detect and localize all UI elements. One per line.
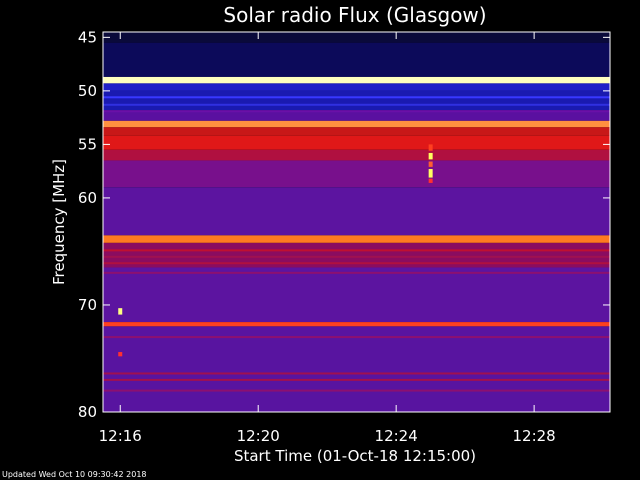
interference-line-1 bbox=[103, 103, 610, 106]
burst-4 bbox=[428, 161, 433, 167]
frequency-band-6 bbox=[103, 120, 610, 128]
interference-line-3 bbox=[103, 249, 610, 252]
x-axis: 12:16 12:20 12:24 12:28 bbox=[99, 32, 556, 445]
frequency-band-12 bbox=[103, 235, 610, 243]
interference-line-2 bbox=[103, 110, 610, 113]
frequency-band-14 bbox=[103, 267, 610, 323]
frequency-band-7 bbox=[103, 127, 610, 136]
x-tick-label: 12:28 bbox=[513, 427, 556, 445]
frequency-band-5 bbox=[103, 110, 610, 121]
frequency-band-16 bbox=[103, 326, 610, 412]
updated-timestamp: Updated Wed Oct 10 09:30:42 2018 bbox=[2, 470, 147, 479]
frequency-band-3 bbox=[103, 83, 610, 91]
burst-2 bbox=[428, 144, 433, 151]
frequency-band-15 bbox=[103, 322, 610, 327]
frequency-band-1 bbox=[103, 42, 610, 77]
burst-5 bbox=[428, 169, 433, 178]
chart-title: Solar radio Flux (Glasgow) bbox=[223, 3, 486, 27]
y-tick-label: 50 bbox=[78, 82, 97, 100]
frequency-band-9 bbox=[103, 149, 610, 161]
interference-line-10 bbox=[103, 389, 610, 392]
frequency-band-2 bbox=[103, 76, 610, 84]
interference-line-5 bbox=[103, 262, 610, 265]
interference-line-8 bbox=[103, 372, 610, 375]
interference-line-0 bbox=[103, 96, 610, 99]
y-axis: 45 50 55 60 70 80 bbox=[78, 28, 610, 421]
interference-line-6 bbox=[103, 271, 610, 274]
burst-6 bbox=[428, 178, 433, 183]
frequency-band-11 bbox=[103, 187, 610, 236]
frequency-band-4 bbox=[103, 90, 610, 111]
y-axis-title: Frequency [MHz] bbox=[50, 159, 68, 285]
y-tick-label: 60 bbox=[78, 189, 97, 207]
x-tick-label: 12:20 bbox=[237, 427, 280, 445]
y-tick-label: 55 bbox=[78, 135, 97, 153]
y-tick-label: 70 bbox=[78, 296, 97, 314]
y-tick-label: 45 bbox=[78, 28, 97, 46]
interference-line-4 bbox=[103, 255, 610, 258]
burst-3 bbox=[428, 152, 433, 160]
plot-frame bbox=[102, 31, 611, 413]
frequency-band-8 bbox=[103, 135, 610, 150]
burst-0 bbox=[118, 308, 123, 315]
x-tick-label: 12:24 bbox=[375, 427, 418, 445]
frequency-band-10 bbox=[103, 160, 610, 188]
x-axis-title: Start Time (01-Oct-18 12:15:00) bbox=[234, 447, 476, 465]
interference-line-9 bbox=[103, 378, 610, 381]
y-tick-label: 80 bbox=[78, 403, 97, 421]
interference-line-7 bbox=[103, 336, 610, 339]
x-tick-label: 12:16 bbox=[99, 427, 142, 445]
frequency-band-0 bbox=[103, 32, 610, 43]
plot-area bbox=[103, 32, 610, 412]
burst-1 bbox=[118, 352, 123, 357]
